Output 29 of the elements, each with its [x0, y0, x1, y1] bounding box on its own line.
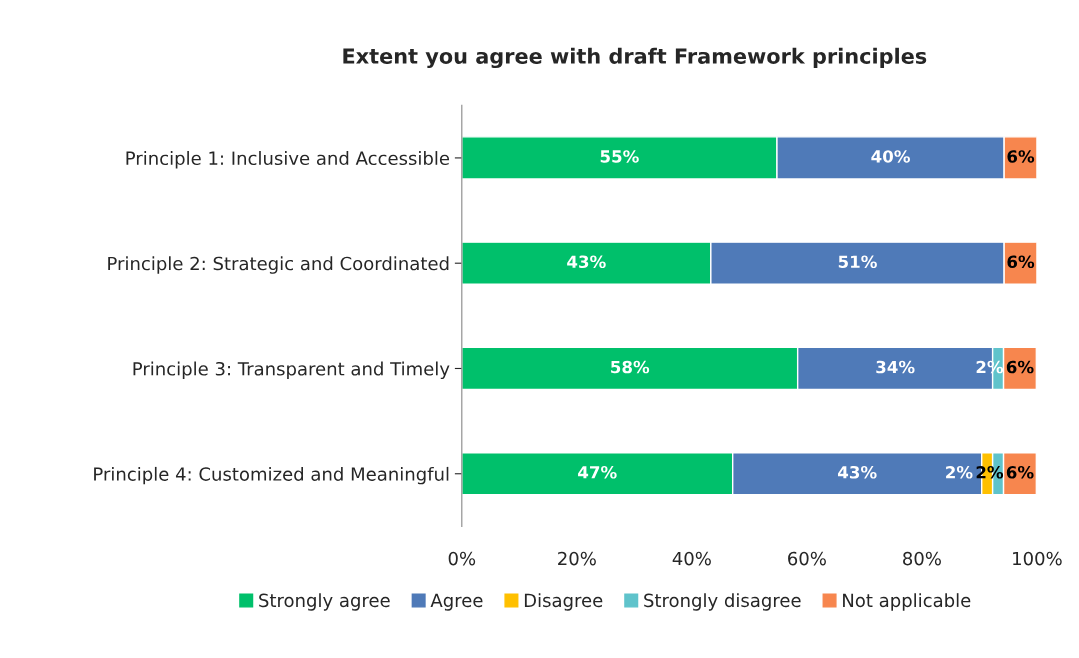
data-label: 51% — [838, 255, 877, 269]
chart-title: Extent you agree with draft Framework principles — [343, 47, 927, 69]
y-tick-label: Principle 1: Inclusive and Accessible — [126, 151, 450, 169]
data-label: 6% — [1006, 360, 1034, 374]
data-label: 6% — [1006, 465, 1034, 479]
data-label: 6% — [1007, 255, 1035, 269]
data-label: 2% — [946, 465, 973, 479]
x-tick-label: 60% — [788, 551, 826, 566]
legend-label: Disagree — [524, 593, 603, 611]
legend-label: Not applicable — [843, 593, 971, 611]
data-label: 34% — [876, 360, 915, 374]
data-label: 47% — [578, 465, 617, 479]
legend-label: Strongly disagree — [644, 593, 801, 611]
data-label: 43% — [567, 255, 606, 269]
data-label: 6% — [1007, 150, 1035, 163]
x-tick-label: 80% — [903, 551, 941, 566]
data-label: 55% — [600, 150, 639, 163]
data-label: 40% — [871, 150, 910, 163]
data-label: 43% — [838, 465, 877, 479]
y-tick-label: Principle 2: Strategic and Coordinated — [108, 256, 449, 274]
legend-label: Strongly agree — [259, 593, 390, 611]
x-tick-label: 0% — [448, 551, 476, 566]
data-label: 58% — [611, 360, 650, 374]
x-tick-label: 40% — [672, 551, 711, 566]
y-tick-label: Principle 4: Customized and Meaningful — [94, 466, 449, 485]
legend-label: Agree — [430, 593, 483, 611]
x-tick-label: 20% — [558, 551, 596, 566]
x-tick-label: 100% — [1013, 551, 1062, 566]
y-tick-label: Principle 3: Transparent and Timely — [133, 361, 450, 380]
